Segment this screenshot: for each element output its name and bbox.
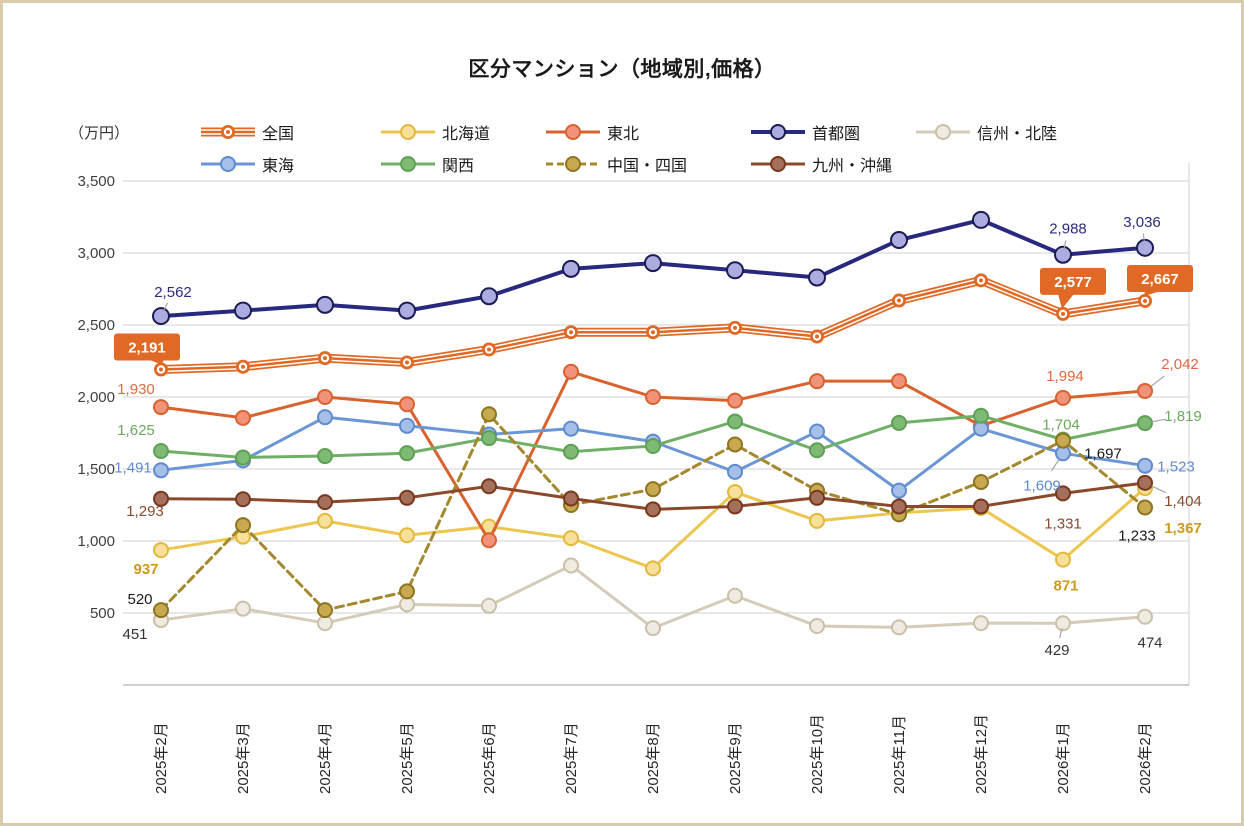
zenkoku-legend-marker (201, 125, 255, 139)
legend-item-hokkaido: 北海道 (379, 120, 490, 144)
data-label: 1,697 (1084, 446, 1122, 463)
svg-text:3,000: 3,000 (77, 245, 115, 262)
tohoku-legend-marker (546, 124, 600, 140)
svg-text:2,577: 2,577 (1054, 274, 1092, 291)
series-markers-shutoken (152, 210, 1154, 326)
svg-text:2026年2月: 2026年2月 (1137, 722, 1154, 794)
data-label: 1,491 (114, 459, 152, 476)
chart-title: 区分マンション（地域別,価格） (468, 58, 776, 81)
series-zenkoku (154, 273, 1152, 377)
legend-item-kansai: 関西 (379, 152, 474, 176)
data-label: 3,036 (1123, 214, 1161, 231)
svg-text:2025年10月: 2025年10月 (809, 714, 826, 794)
svg-text:2025年2月: 2025年2月 (153, 722, 170, 794)
data-label: 1,704 (1042, 417, 1080, 434)
shutoken-legend-marker (751, 124, 805, 140)
series-markers-tohoku (153, 363, 1153, 549)
point-labels: 2,562 2,191 1,930 1,625 1,491 1,293 937 520 451 2… (114, 214, 1202, 659)
svg-text:2,500: 2,500 (77, 317, 115, 334)
legend-label-chugoku-shikoku: 中国・四国 (607, 158, 688, 175)
legend-item-kyushu-okinawa: 九州・沖縄 (749, 152, 892, 176)
svg-text:2026年1月: 2026年1月 (1055, 722, 1072, 794)
svg-text:2025年12月: 2025年12月 (973, 714, 990, 794)
svg-text:2025年3月: 2025年3月 (235, 722, 252, 794)
line-chart-plot: 500 1,000 1,500 2,000 2,500 3,000 3,500 2025年2月… (77, 163, 1202, 794)
series-markers-zenkoku (154, 273, 1152, 377)
data-label: 937 (133, 561, 158, 578)
series-kyushu-okinawa (153, 474, 1153, 518)
series-markers-shinshu-hokuriku (153, 557, 1153, 637)
data-label: 1,930 (117, 381, 155, 398)
legend-item-chugoku-shikoku: 中国・四国 (544, 152, 687, 176)
data-label: 429 (1044, 642, 1069, 659)
data-label-badge: 2,191 (114, 333, 180, 365)
data-label: 871 (1053, 578, 1078, 595)
legend-label-shinshu-hokuriku: 信州・北陸 (977, 126, 1058, 143)
data-label: 1,404 (1164, 493, 1202, 510)
series-shinshu-hokuriku (153, 557, 1153, 637)
data-label: 2,042 (1161, 356, 1199, 373)
legend-row-2: 東海 関西 中国・四国 九州・沖縄 (3, 152, 1241, 176)
data-label-badge: 2,577 (1040, 267, 1106, 309)
kyushu-okinawa-legend-marker (751, 156, 805, 172)
data-label: 474 (1137, 635, 1162, 652)
y-axis-tick-labels: 500 1,000 1,500 2,000 2,500 3,000 3,500 (77, 173, 115, 622)
svg-text:2,667: 2,667 (1141, 271, 1179, 288)
series-markers-kyushu-okinawa (153, 474, 1153, 518)
svg-text:2025年5月: 2025年5月 (399, 722, 416, 794)
data-label-badge: 2,667 (1127, 264, 1193, 296)
data-label: 1,625 (117, 422, 155, 439)
legend-item-tokai: 東海 (199, 152, 294, 176)
svg-text:2025年6月: 2025年6月 (481, 722, 498, 794)
legend-item-shutoken: 首都圏 (749, 120, 860, 144)
svg-text:3,500: 3,500 (77, 173, 115, 190)
svg-text:2025年9月: 2025年9月 (727, 722, 744, 794)
svg-text:2025年7月: 2025年7月 (563, 722, 580, 794)
legend-item-zenkoku: 全国 (199, 120, 294, 144)
hokkaido-legend-marker (381, 124, 435, 140)
data-label: 1,609 (1023, 477, 1061, 494)
svg-text:2025年8月: 2025年8月 (645, 722, 662, 794)
chugoku-shikoku-legend-marker (546, 156, 600, 172)
svg-text:2025年4月: 2025年4月 (317, 722, 334, 794)
data-label: 1,293 (126, 503, 164, 520)
data-label: 1,367 (1164, 520, 1202, 537)
data-label: 1,523 (1157, 459, 1195, 476)
svg-text:2025年11月: 2025年11月 (891, 715, 908, 794)
x-axis-labels: 2025年2月 2025年3月 2025年4月 2025年5月 2025年6月 2025年… (153, 714, 1154, 794)
svg-text:2,191: 2,191 (128, 339, 166, 356)
tokai-legend-marker (201, 156, 255, 172)
y-axis-unit-label: （万円） (69, 125, 130, 142)
data-label: 520 (127, 591, 152, 608)
shinshu-hokuriku-legend-marker (916, 124, 970, 140)
data-label: 1,331 (1044, 515, 1082, 532)
legend-label-shutoken: 首都圏 (812, 126, 861, 143)
series-tohoku (153, 363, 1153, 549)
data-label: 2,988 (1049, 221, 1087, 238)
legend-item-shinshu-hokuriku: 信州・北陸 (914, 120, 1057, 144)
gridlines (123, 163, 1190, 686)
kansai-legend-marker (381, 156, 435, 172)
data-label: 1,819 (1164, 408, 1202, 425)
legend-label-kansai: 関西 (442, 158, 475, 175)
data-label: 1,233 (1118, 527, 1156, 544)
legend-label-tohoku: 東北 (607, 126, 640, 143)
legend-label-kyushu-okinawa: 九州・沖縄 (812, 158, 893, 175)
series-shutoken (152, 210, 1154, 326)
svg-text:1,500: 1,500 (77, 461, 115, 478)
data-label: 2,562 (154, 284, 192, 301)
legend-label-zenkoku: 全国 (262, 126, 295, 143)
legend-item-tohoku: 東北 (544, 120, 639, 144)
svg-text:2,000: 2,000 (77, 389, 115, 406)
legend-label-hokkaido: 北海道 (442, 126, 491, 143)
legend-row-1: 全国 北海道 東北 首都圏 信州・北陸 (3, 120, 1241, 144)
data-label: 451 (122, 626, 147, 643)
legend-label-tokai: 東海 (262, 158, 295, 175)
data-label: 1,994 (1046, 368, 1084, 385)
svg-text:1,000: 1,000 (77, 533, 115, 550)
svg-text:500: 500 (90, 605, 115, 622)
